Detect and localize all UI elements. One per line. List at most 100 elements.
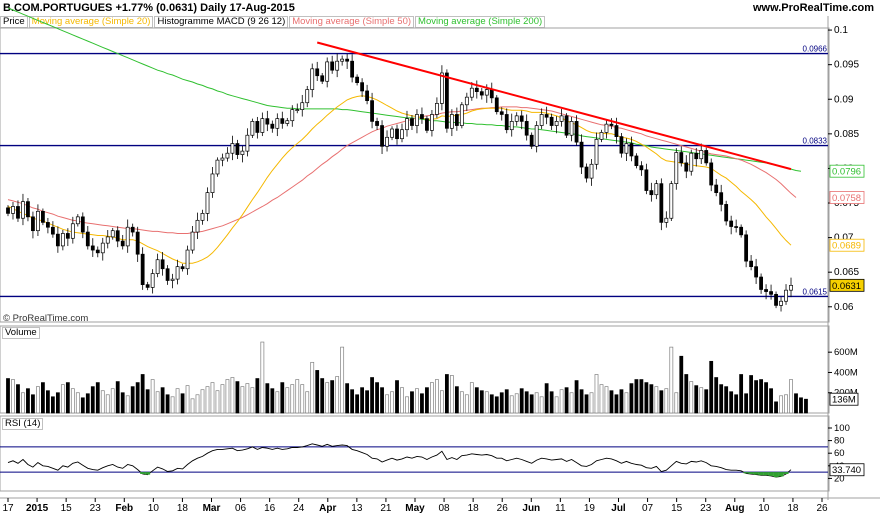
volume-bar	[789, 379, 793, 414]
volume-bar	[410, 391, 414, 414]
horizontal-level-label: 0.0833	[803, 137, 828, 146]
x-tick-label: 2015	[26, 503, 49, 514]
volume-bar	[579, 389, 584, 414]
volume-bar	[150, 379, 155, 414]
volume-bar	[335, 376, 340, 414]
candle-body	[714, 184, 719, 193]
price-panel-frame	[0, 27, 830, 323]
x-axis: 17 2015 15 23 Feb 10 18 Mar 06 16 24 Apr 13 21 May 08 18…	[0, 497, 880, 514]
volume-bar	[140, 374, 145, 414]
red-trendline	[316, 41, 792, 171]
volume-bar	[55, 392, 60, 414]
volume-bar	[539, 396, 544, 414]
candle-body	[734, 226, 739, 228]
volume-bar	[534, 392, 539, 414]
volume-bar	[205, 386, 210, 414]
volume-bar	[330, 380, 335, 414]
volume-bar	[90, 386, 95, 414]
candle-body	[544, 114, 549, 118]
candle-body	[764, 289, 768, 292]
candle-body	[250, 121, 255, 136]
volume-bar	[360, 387, 364, 414]
price-tick-label: 0.085	[834, 129, 859, 140]
candle-body	[584, 166, 589, 179]
candle-body	[55, 233, 60, 247]
candle-body	[46, 222, 50, 228]
volume-bar	[60, 384, 65, 414]
volume-bar	[689, 381, 694, 414]
volume-bar	[794, 393, 798, 414]
candle-body	[100, 242, 105, 254]
volume-bar	[684, 374, 689, 414]
volume-bar	[734, 394, 739, 414]
candle-body	[220, 157, 225, 161]
volume-bar	[80, 397, 85, 414]
candle-body	[559, 115, 564, 122]
candle-body	[754, 266, 758, 278]
chart-header: B.COM.PORTUGUES +1.77% (0.0631) Daily 17…	[0, 0, 880, 16]
candle-body	[230, 143, 235, 154]
volume-bar	[70, 388, 75, 414]
x-tick-label: 06	[235, 503, 247, 514]
candle-body	[489, 89, 494, 99]
candle-body	[619, 136, 624, 154]
candle-body	[26, 201, 30, 218]
candle-body	[200, 213, 205, 221]
candle-body	[95, 249, 100, 254]
candle-body	[285, 120, 290, 124]
volume-last-label: 136M	[832, 395, 856, 406]
x-tick-label: May	[405, 503, 425, 514]
volume-bar	[375, 382, 379, 414]
volume-bar	[180, 393, 185, 414]
volume-bar	[380, 387, 384, 414]
candle-body	[430, 114, 434, 131]
candle-body	[440, 72, 444, 104]
candle-body	[744, 234, 749, 262]
volume-bar	[514, 393, 519, 414]
volume-bar	[549, 391, 554, 414]
volume-bar	[250, 387, 255, 414]
x-tick-label: 15	[61, 503, 73, 514]
x-tick-label: 13	[351, 503, 363, 514]
volume-bar	[155, 391, 160, 414]
candle-body	[215, 159, 220, 175]
volume-panel: 600M400M200M136M	[0, 325, 859, 414]
volume-bar	[270, 388, 275, 414]
volume-bar	[435, 379, 439, 414]
volume-tick-label: 600M	[834, 347, 858, 358]
volume-panel-title: Volume	[2, 327, 40, 339]
candle-body	[469, 87, 474, 98]
volume-bar	[100, 390, 105, 414]
candle-body	[155, 259, 160, 274]
volume-bar	[345, 383, 350, 414]
price-tick-label: 0.09	[834, 94, 854, 105]
candle-body	[425, 118, 429, 131]
volume-bar	[11, 379, 15, 414]
volume-bar	[110, 388, 115, 414]
volume-bar	[115, 381, 120, 414]
volume-bar	[464, 394, 469, 414]
candle-body	[769, 291, 773, 295]
candle-body	[75, 216, 80, 225]
volume-bar	[320, 378, 325, 414]
prorealtime-url[interactable]: www.ProRealTime.com	[752, 2, 874, 14]
candle-body	[739, 226, 744, 236]
volume-bar	[31, 394, 35, 414]
volume-bar	[105, 394, 110, 414]
x-tick-label: 23	[90, 503, 102, 514]
candle-body	[454, 114, 459, 126]
candle-body	[6, 207, 10, 214]
candle-body	[225, 152, 230, 159]
x-tick-label: 10	[758, 503, 770, 514]
candle-body	[689, 152, 694, 172]
volume-last-box	[829, 392, 859, 406]
volume-bar	[664, 388, 669, 414]
candle-body	[514, 115, 519, 122]
x-tick-label: 23	[700, 503, 712, 514]
volume-bar	[609, 390, 614, 414]
candle-body	[519, 115, 524, 122]
x-tick-label: Feb	[115, 503, 133, 514]
value-label-ma20: 0.0689	[832, 241, 861, 252]
value-label-box	[829, 191, 865, 204]
